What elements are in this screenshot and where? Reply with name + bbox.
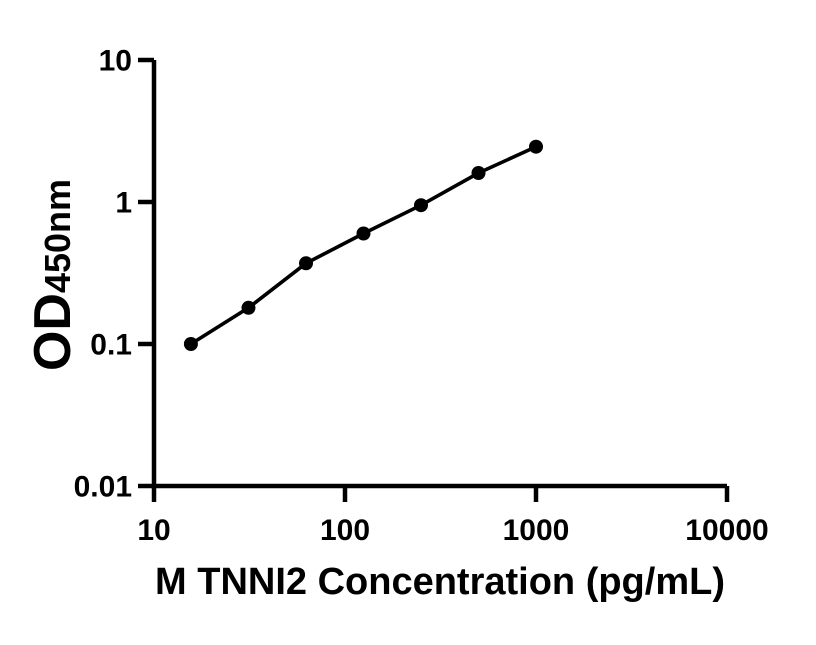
x-tick-label: 10 — [137, 514, 170, 547]
axis-frame — [151, 60, 727, 489]
y-axis-title-main: OD — [24, 293, 82, 371]
y-tick-label: 0.01 — [74, 471, 132, 504]
y-tick-label: 1 — [115, 187, 132, 220]
data-point — [414, 198, 428, 213]
x-tick-label: 10000 — [685, 514, 768, 547]
x-tick-label: 100 — [320, 514, 370, 547]
y-axis-title: OD450nm — [24, 179, 82, 371]
x-axis-ticks: 10 100 1000 10000 — [137, 486, 769, 547]
data-point — [356, 226, 371, 241]
x-tick-label: 1000 — [503, 514, 570, 547]
data-series — [183, 139, 543, 351]
data-point — [299, 256, 313, 271]
data-point — [183, 337, 198, 351]
x-axis-title: M TNNI2 Concentration (pg/mL) — [155, 561, 725, 603]
y-axis-ticks: 0.01 0.1 1 10 — [74, 45, 154, 504]
data-point — [241, 300, 256, 315]
y-tick-label: 10 — [99, 45, 132, 78]
data-point — [471, 166, 486, 180]
y-axis-title-subscript: 450nm — [37, 179, 78, 293]
data-point — [529, 139, 543, 154]
y-tick-label: 0.1 — [90, 329, 132, 362]
